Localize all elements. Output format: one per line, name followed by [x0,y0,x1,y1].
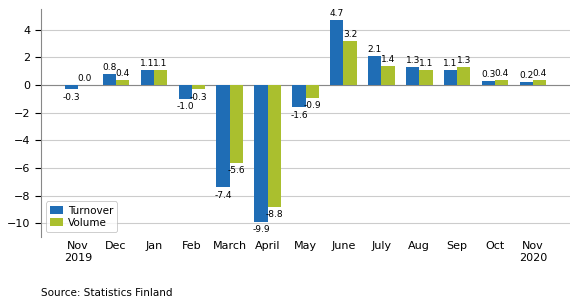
Text: 4.7: 4.7 [329,9,344,18]
Text: 1.1: 1.1 [418,59,433,68]
Bar [343,41,357,85]
Bar [495,80,508,85]
Text: 3.2: 3.2 [343,30,357,39]
Bar [217,85,230,187]
Bar [457,67,470,85]
Bar [330,20,343,85]
Bar [419,70,432,85]
Text: 0.3: 0.3 [481,70,496,79]
Bar [141,70,154,85]
Text: -0.3: -0.3 [63,93,80,102]
Bar [520,82,533,85]
Text: 0.4: 0.4 [115,68,130,78]
Bar [116,80,129,85]
Text: 0.8: 0.8 [102,63,116,72]
Bar [154,70,167,85]
Bar [192,85,205,89]
Bar [482,81,495,85]
Text: -1.0: -1.0 [176,102,194,111]
Bar [306,85,319,98]
Text: -5.6: -5.6 [228,166,245,175]
Bar [230,85,243,163]
Bar [65,85,78,89]
Bar [444,70,457,85]
Text: -0.9: -0.9 [303,101,321,110]
Text: 1.3: 1.3 [406,56,420,65]
Bar [103,74,116,85]
Text: 1.3: 1.3 [457,56,471,65]
Bar [368,56,381,85]
Text: 0.2: 0.2 [519,71,534,80]
Text: Source: Statistics Finland: Source: Statistics Finland [41,288,172,298]
Text: 2.1: 2.1 [368,45,382,54]
Text: 1.1: 1.1 [153,59,168,68]
Text: 1.1: 1.1 [140,59,154,68]
Text: -7.4: -7.4 [214,191,232,200]
Text: 0.4: 0.4 [495,68,509,78]
Text: 1.4: 1.4 [381,55,395,64]
Bar [381,66,395,85]
Text: 0.0: 0.0 [77,74,92,83]
Legend: Turnover, Volume: Turnover, Volume [46,202,118,232]
Bar [254,85,268,222]
Text: -0.3: -0.3 [190,93,207,102]
Text: 0.4: 0.4 [533,68,546,78]
Bar [292,85,306,107]
Text: -9.9: -9.9 [252,225,270,234]
Text: -1.6: -1.6 [290,111,308,120]
Bar [179,85,192,99]
Bar [268,85,281,207]
Bar [533,80,546,85]
Bar [406,67,419,85]
Text: -8.8: -8.8 [265,210,283,219]
Text: 1.1: 1.1 [443,59,458,68]
